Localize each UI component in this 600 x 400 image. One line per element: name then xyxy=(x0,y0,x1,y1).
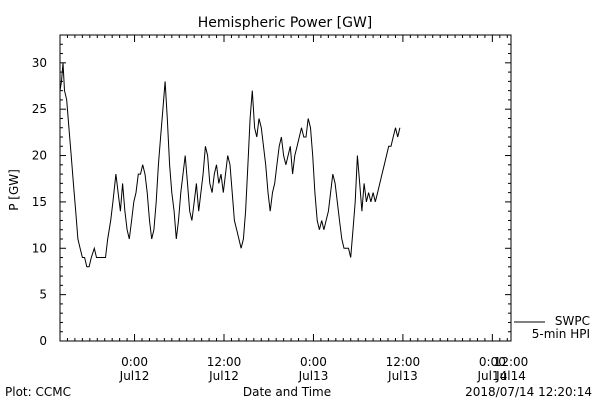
legend-line-1: SWPC xyxy=(555,314,590,328)
plot-frame xyxy=(59,34,512,342)
y-tick-label: 5 xyxy=(39,288,47,302)
x-tick-date-label: Jul14 xyxy=(495,369,526,383)
x-axis: 0:00Jul1212:00Jul120:00Jul1312:00Jul130:… xyxy=(59,35,529,383)
footer-timestamp: 2018/07/14 12:20:14 xyxy=(465,385,592,399)
y-axis: 0 5 10 15 20 25 30 xyxy=(32,34,511,348)
x-tick-time-label: 0:00 xyxy=(121,355,148,369)
x-tick-time-label: 12:00 xyxy=(386,355,421,369)
x-tick-date-label: Jul13 xyxy=(387,369,418,383)
y-tick-label: 20 xyxy=(32,149,47,163)
y-tick-label: 0 xyxy=(39,334,47,348)
x-axis-label: Date and Time xyxy=(243,385,331,399)
x-tick-date-label: Jul13 xyxy=(298,369,329,383)
x-tick-time-label: 0:00 xyxy=(479,355,506,369)
x-tick-time-label: 12:00 xyxy=(207,355,242,369)
y-tick-label: 30 xyxy=(32,56,47,70)
x-tick-time-label: 12:00 xyxy=(494,355,529,369)
y-tick-label: 15 xyxy=(32,195,47,209)
footer-credit: Plot: CCMC xyxy=(5,385,71,399)
x-tick-time-label: 0:00 xyxy=(300,355,327,369)
legend-line-2: 5-min HPI xyxy=(532,327,590,341)
y-axis-label: P [GW] xyxy=(7,169,21,211)
hpi-series-line xyxy=(59,62,401,268)
y-tick-label: 10 xyxy=(32,241,47,255)
chart-title: Hemispheric Power [GW] xyxy=(198,15,373,31)
y-tick-label: 25 xyxy=(32,102,47,116)
x-tick-date-label: Jul12 xyxy=(208,369,239,383)
x-tick-date-label: Jul12 xyxy=(119,369,150,383)
x-tick-date-label: Jul14 xyxy=(476,369,507,383)
